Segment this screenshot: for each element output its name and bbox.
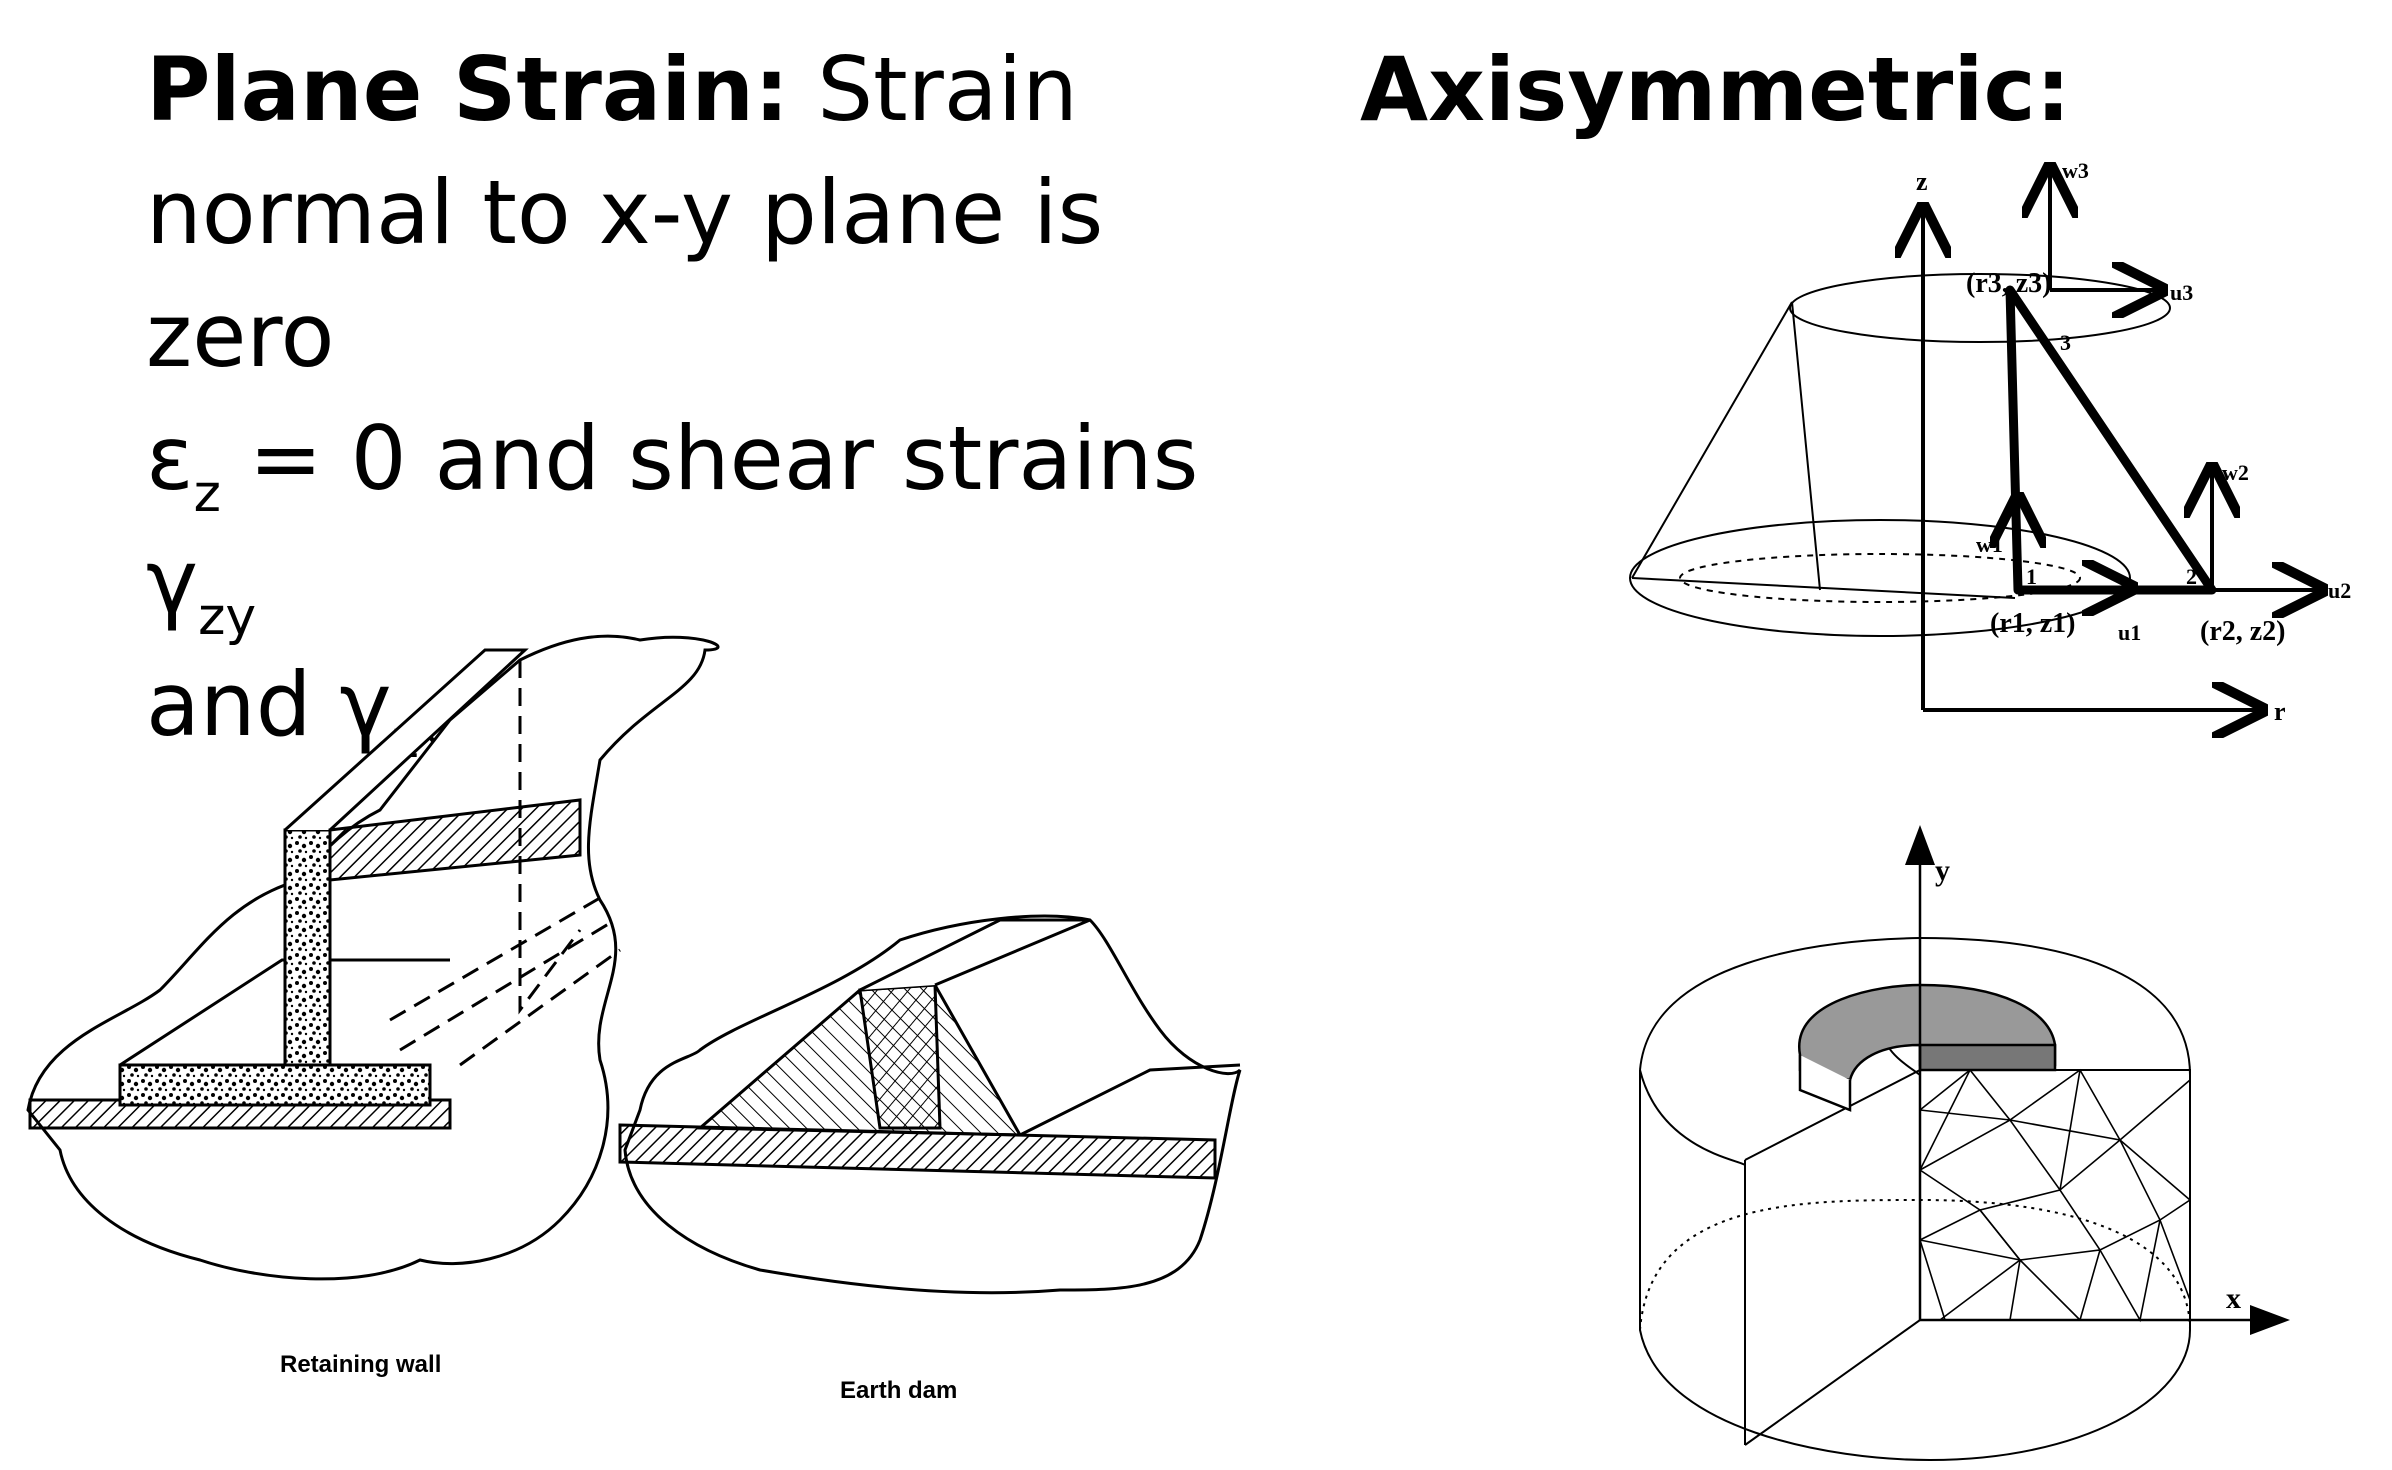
plane-strain-line1-rest: Strain (817, 38, 1078, 141)
y-axis-label: y (1935, 854, 1950, 887)
triangle-element (2005, 285, 2217, 595)
w2-label: w2 (2222, 460, 2249, 485)
coord-2-label: (r2, z2) (2200, 616, 2286, 647)
gamma-symbol: γ (146, 530, 199, 633)
plane-strain-line-4: and γzx (146, 643, 1306, 766)
axisymmetric-heading: Axisymmetric: (1360, 38, 2071, 141)
r-axis-label: r (2274, 697, 2286, 726)
earth-dam-figure (618, 914, 1242, 1295)
w1-label: w1 (1976, 532, 2003, 557)
u1-label: u1 (2118, 620, 2141, 645)
retaining-wall-caption: Retaining wall (280, 1351, 441, 1378)
coord-1-label: (r1, z1) (1990, 608, 2076, 639)
coord-3-label: (r3, z3) (1966, 268, 2052, 299)
cutaway-mesh (1919, 1068, 2191, 1323)
mesh-axes (1905, 825, 2290, 1335)
epsilon-symbol: ε (146, 407, 194, 510)
and-word: and (146, 653, 312, 756)
earth-dam-caption: Earth dam (840, 1377, 957, 1404)
plane-strain-heading: Plane Strain: (146, 38, 790, 141)
w3-label: w3 (2062, 158, 2089, 183)
z-axis-label: z (1916, 167, 1928, 196)
gamma-zy-subscript: zy (198, 587, 257, 647)
plane-strain-illustration: Retaining wall Earth dam (26, 634, 1242, 1404)
u2-label: u2 (2328, 578, 2351, 603)
retaining-wall-figure (26, 634, 720, 1281)
node-2-label: 2 (2186, 564, 2197, 589)
plane-strain-line-2: normal to x-y plane is zero (146, 161, 1104, 387)
axisymmetric-element-figure: z r w1 u1 w2 u2 w3 u3 1 2 3 (r1, z1) (r2… (1629, 158, 2351, 750)
node-1-label: 1 (2026, 564, 2037, 589)
plane-strain-line-3: εz = 0 and shear strains γzy (146, 397, 1306, 643)
dof-arrows (2018, 170, 2320, 590)
x-axis-label: x (2226, 1282, 2241, 1315)
node-3-label: 3 (2060, 330, 2071, 355)
axisymmetric-mesh-figure: y x (1639, 825, 2290, 1462)
plane-strain-line3-mid: = 0 and shear strains (248, 407, 1199, 510)
plane-strain-text: Plane Strain: Strain normal to x-y plane… (146, 28, 1306, 766)
plane-strain-line-1: Plane Strain: Strain (146, 28, 1306, 151)
u3-label: u3 (2170, 280, 2193, 305)
coordinate-axes (1923, 210, 2260, 710)
shaded-section (1798, 983, 2057, 1112)
dof-labels: w1 u1 w2 u2 w3 u3 1 2 3 (1976, 158, 2351, 645)
epsilon-subscript: z (193, 464, 221, 524)
frustum-outline (1629, 273, 2171, 637)
node-coordinates: (r1, z1) (r2, z2) (r3, z3) (1966, 268, 2286, 647)
gamma-symbol-2: γ (339, 653, 392, 756)
